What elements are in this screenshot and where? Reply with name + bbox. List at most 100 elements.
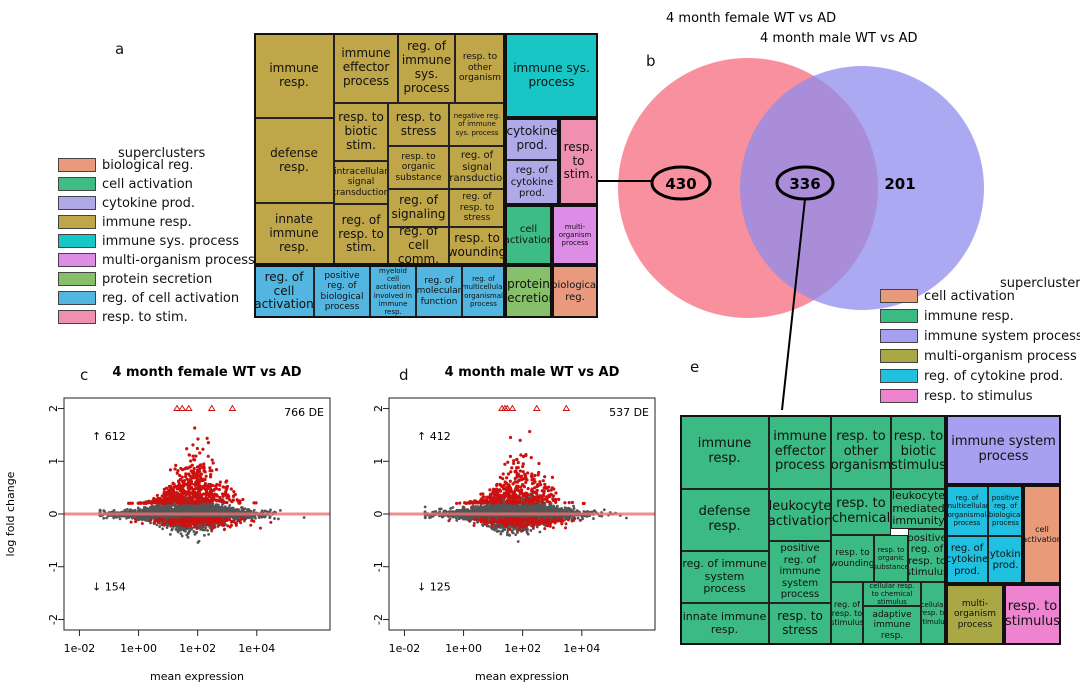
treemap-e-cell: defense resp.: [680, 489, 769, 551]
de-point: [184, 472, 188, 476]
background-point: [155, 523, 159, 527]
de-point: [222, 528, 226, 532]
de-point: [202, 466, 206, 470]
de-point: [237, 501, 241, 505]
treemap-a-cell: innate immune resp.: [254, 203, 334, 265]
capped-point: [184, 404, 193, 412]
y-tick-label: 1: [47, 458, 60, 465]
de-point: [163, 517, 167, 521]
de-point: [205, 517, 209, 521]
background-point: [111, 510, 114, 514]
de-point: [195, 446, 199, 451]
background-point: [423, 505, 427, 509]
background-point: [178, 528, 182, 532]
x-tick-label: 1e-02: [64, 642, 96, 655]
background-point: [170, 527, 174, 531]
de-point: [258, 526, 262, 530]
de-point: [199, 478, 203, 482]
background-point: [213, 523, 217, 527]
de-point: [206, 454, 210, 458]
background-point: [190, 527, 194, 531]
de-point: [196, 520, 200, 524]
de-point: [194, 474, 199, 479]
background-point: [223, 506, 227, 509]
de-point: [185, 447, 189, 451]
de-point: [202, 499, 206, 503]
treemap-e-cell-label: resp. to chemical: [831, 496, 891, 526]
de-point: [213, 525, 217, 529]
de-point: [180, 499, 184, 503]
de-point: [153, 499, 158, 504]
treemap-e-cell: resp. to other organism: [831, 415, 891, 489]
legend-a-item: cytokine prod.: [58, 195, 195, 211]
de-point: [215, 499, 219, 503]
de-point: [156, 497, 160, 501]
de-point: [176, 484, 180, 488]
de-point: [211, 461, 215, 465]
de-point: [198, 491, 202, 495]
legend-a-item: protein secretion: [58, 271, 212, 287]
treemap-a-cell: reg. of molecular function: [416, 265, 462, 318]
treemap-e-cell: immune system process: [946, 415, 1061, 485]
treemap-a-cell-label: biological reg.: [552, 280, 598, 303]
de-point: [229, 523, 233, 527]
background-point: [175, 528, 179, 532]
de-point: [178, 487, 183, 492]
background-point: [148, 515, 152, 519]
de-point: [172, 482, 176, 486]
de-point: [204, 474, 208, 478]
treemap-e-cell-label: leukocyte mediated immunity: [891, 489, 946, 528]
de-point: [205, 496, 209, 501]
de-point: [171, 495, 175, 499]
de-point: [214, 483, 218, 488]
plot-title: 4 month male WT vs AD: [445, 365, 620, 380]
background-point: [210, 504, 214, 508]
treemap-a-cell-label: resp. to other organism: [459, 52, 501, 84]
de-point: [217, 523, 221, 527]
annotation-up: ↑ 612: [92, 430, 126, 443]
background-point: [529, 529, 533, 532]
legend-e-label: reg. of cytokine prod.: [924, 368, 1064, 384]
treemap-e-cell-label: multi-organism process: [954, 598, 996, 630]
de-point: [224, 500, 228, 504]
treemap-a-cell-label: positive reg. of biological process: [320, 270, 364, 312]
background-point: [203, 507, 206, 511]
y-tick-label: 2: [47, 405, 60, 412]
background-point: [180, 534, 184, 538]
legend-a-item: resp. to stim.: [58, 309, 188, 325]
de-point: [220, 523, 224, 527]
de-point: [218, 483, 222, 487]
de-point: [142, 501, 146, 505]
treemap-e-cell: resp. to organic substance: [874, 535, 908, 582]
background-point: [123, 508, 127, 512]
background-point: [221, 510, 225, 514]
de-point: [192, 519, 196, 523]
background-point: [212, 508, 216, 512]
background-point: [167, 515, 171, 519]
venn-count-shared: 336: [789, 175, 820, 193]
de-point: [221, 494, 225, 498]
background-point: [206, 529, 210, 532]
de-point: [167, 488, 171, 492]
legend-a-label: cell activation: [102, 176, 193, 192]
treemap-a-cell-label: reg. of multicellular organismal process: [462, 275, 505, 308]
legend-e-swatch: [880, 349, 918, 363]
background-point: [187, 506, 191, 510]
background-point: [593, 509, 597, 512]
venn-ellipse-female: [650, 165, 712, 201]
treemap-a-cell: immune resp.: [254, 33, 334, 118]
treemap-e-cell: adaptive immune resp.: [863, 606, 921, 645]
treemap-e-cell: cellular resp. to stimulus: [921, 582, 946, 645]
de-point: [212, 495, 216, 499]
legend-a-swatch: [58, 158, 96, 172]
treemap-e-cell: reg. of multicellular organismal process: [946, 485, 988, 536]
treemap-a-cell-label: resp. to wounding: [449, 231, 505, 259]
treemap-e-cell: leukocyte activation: [769, 489, 831, 541]
de-point: [228, 518, 232, 522]
background-point: [168, 532, 172, 536]
de-point: [191, 443, 195, 447]
de-point: [234, 522, 238, 526]
background-point: [235, 508, 238, 511]
treemap-a-cell-label: immune effector process: [341, 46, 391, 88]
treemap-a-cell-label: immune resp.: [269, 60, 319, 89]
